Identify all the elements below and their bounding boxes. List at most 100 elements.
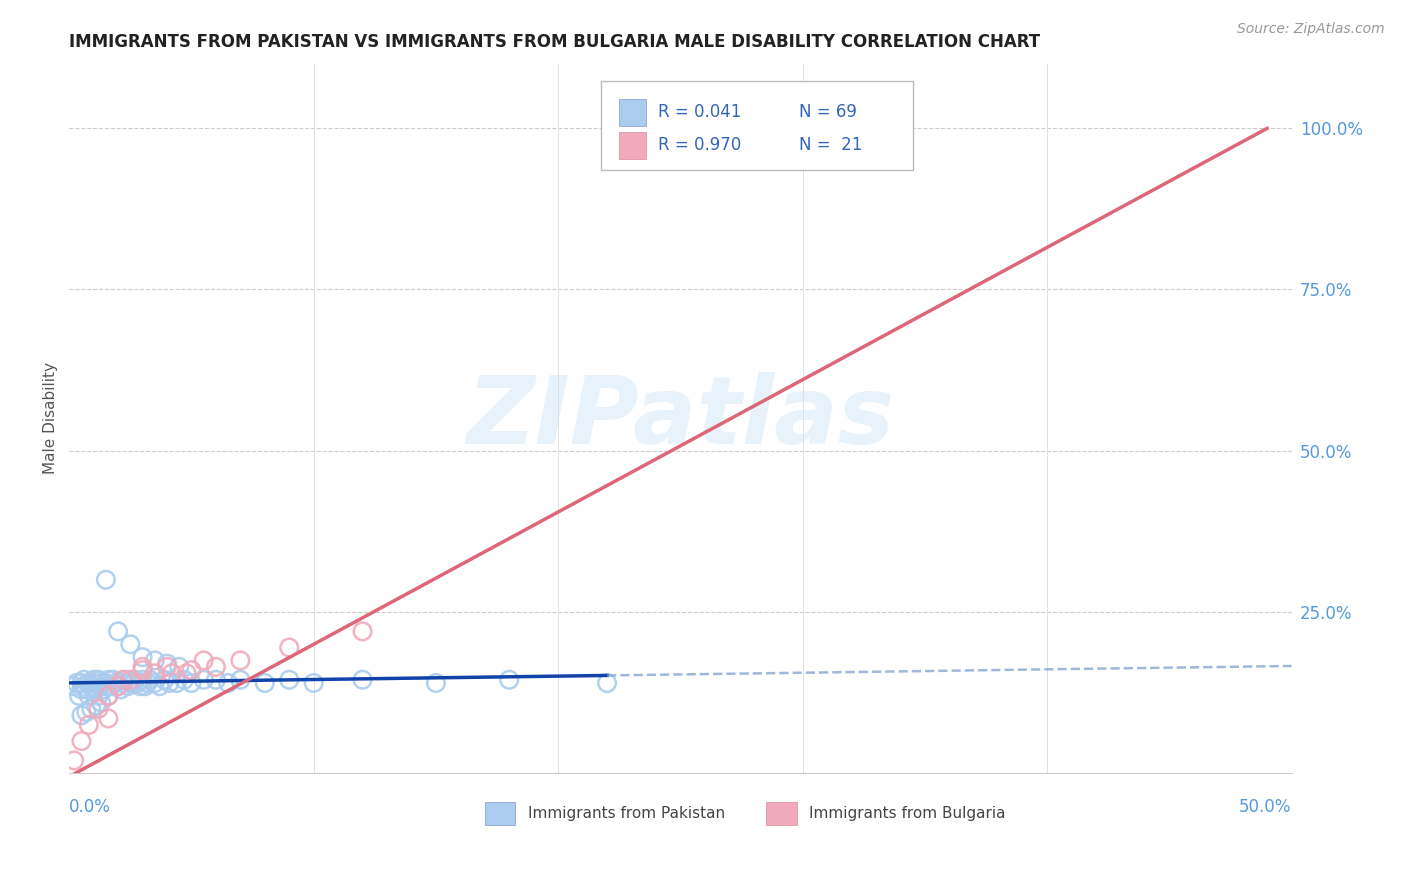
Point	[120, 673, 142, 687]
FancyBboxPatch shape	[619, 99, 647, 126]
Point	[134, 679, 156, 693]
Point	[229, 673, 252, 687]
Point	[73, 679, 96, 693]
Point	[117, 679, 139, 693]
Point	[120, 637, 142, 651]
Text: Immigrants from Pakistan: Immigrants from Pakistan	[527, 806, 724, 822]
Point	[80, 702, 103, 716]
Point	[110, 682, 132, 697]
Point	[77, 676, 100, 690]
Point	[94, 676, 117, 690]
Text: N =  21: N = 21	[799, 136, 862, 154]
Point	[143, 676, 166, 690]
Point	[278, 673, 301, 687]
Point	[65, 676, 87, 690]
Point	[70, 682, 93, 697]
Point	[93, 682, 115, 697]
FancyBboxPatch shape	[600, 81, 912, 170]
Point	[70, 708, 93, 723]
Point	[120, 676, 142, 690]
Point	[352, 673, 374, 687]
Point	[167, 660, 190, 674]
Point	[107, 624, 129, 639]
Point	[253, 676, 276, 690]
Point	[131, 663, 153, 677]
Point	[83, 673, 105, 687]
Point	[104, 676, 127, 690]
Point	[166, 676, 188, 690]
Point	[131, 673, 153, 687]
Point	[97, 711, 120, 725]
Text: N = 69: N = 69	[799, 103, 856, 120]
Text: Source: ZipAtlas.com: Source: ZipAtlas.com	[1237, 22, 1385, 37]
Text: 0.0%: 0.0%	[69, 798, 111, 816]
Point	[75, 705, 97, 719]
Point	[180, 676, 202, 690]
Point	[302, 676, 325, 690]
Point	[278, 640, 301, 655]
Point	[90, 695, 112, 709]
FancyBboxPatch shape	[766, 803, 797, 825]
Point	[97, 673, 120, 687]
Point	[94, 573, 117, 587]
Point	[156, 660, 179, 674]
Point	[87, 689, 110, 703]
Point	[114, 673, 136, 687]
Point	[97, 689, 120, 703]
Point	[107, 679, 129, 693]
Point	[176, 666, 198, 681]
Point	[73, 673, 96, 687]
Point	[77, 718, 100, 732]
Point	[87, 702, 110, 716]
Point	[205, 660, 228, 674]
Point	[84, 682, 107, 697]
Point	[87, 673, 110, 687]
Point	[107, 679, 129, 693]
Point	[173, 673, 195, 687]
Point	[70, 734, 93, 748]
Point	[229, 653, 252, 667]
Point	[217, 676, 239, 690]
Point	[149, 679, 172, 693]
Point	[153, 673, 176, 687]
Point	[131, 650, 153, 665]
Point	[103, 673, 125, 687]
Point	[83, 676, 105, 690]
Point	[205, 673, 228, 687]
Point	[63, 754, 86, 768]
Point	[80, 679, 103, 693]
Text: R = 0.041: R = 0.041	[658, 103, 742, 120]
Point	[84, 698, 107, 713]
Point	[498, 673, 520, 687]
Y-axis label: Male Disability: Male Disability	[44, 362, 58, 475]
Text: ZIPatlas: ZIPatlas	[467, 373, 894, 465]
Point	[193, 653, 215, 667]
Point	[131, 660, 153, 674]
Point	[193, 673, 215, 687]
Point	[139, 673, 162, 687]
FancyBboxPatch shape	[485, 803, 516, 825]
Text: 50.0%: 50.0%	[1239, 798, 1292, 816]
Point	[121, 676, 143, 690]
Text: R = 0.970: R = 0.970	[658, 136, 741, 154]
Point	[111, 673, 134, 687]
Point	[100, 679, 122, 693]
Point	[127, 676, 149, 690]
Point	[97, 689, 120, 703]
Point	[160, 666, 183, 681]
Point	[180, 663, 202, 677]
Point	[75, 682, 97, 697]
Point	[63, 679, 86, 693]
FancyBboxPatch shape	[619, 132, 647, 160]
Point	[129, 679, 152, 693]
Point	[77, 689, 100, 703]
Point	[143, 653, 166, 667]
Point	[159, 676, 181, 690]
Point	[136, 676, 159, 690]
Point	[143, 666, 166, 681]
Point	[111, 676, 134, 690]
Point	[90, 676, 112, 690]
Text: Immigrants from Bulgaria: Immigrants from Bulgaria	[808, 806, 1005, 822]
Point	[156, 657, 179, 671]
Point	[94, 679, 117, 693]
